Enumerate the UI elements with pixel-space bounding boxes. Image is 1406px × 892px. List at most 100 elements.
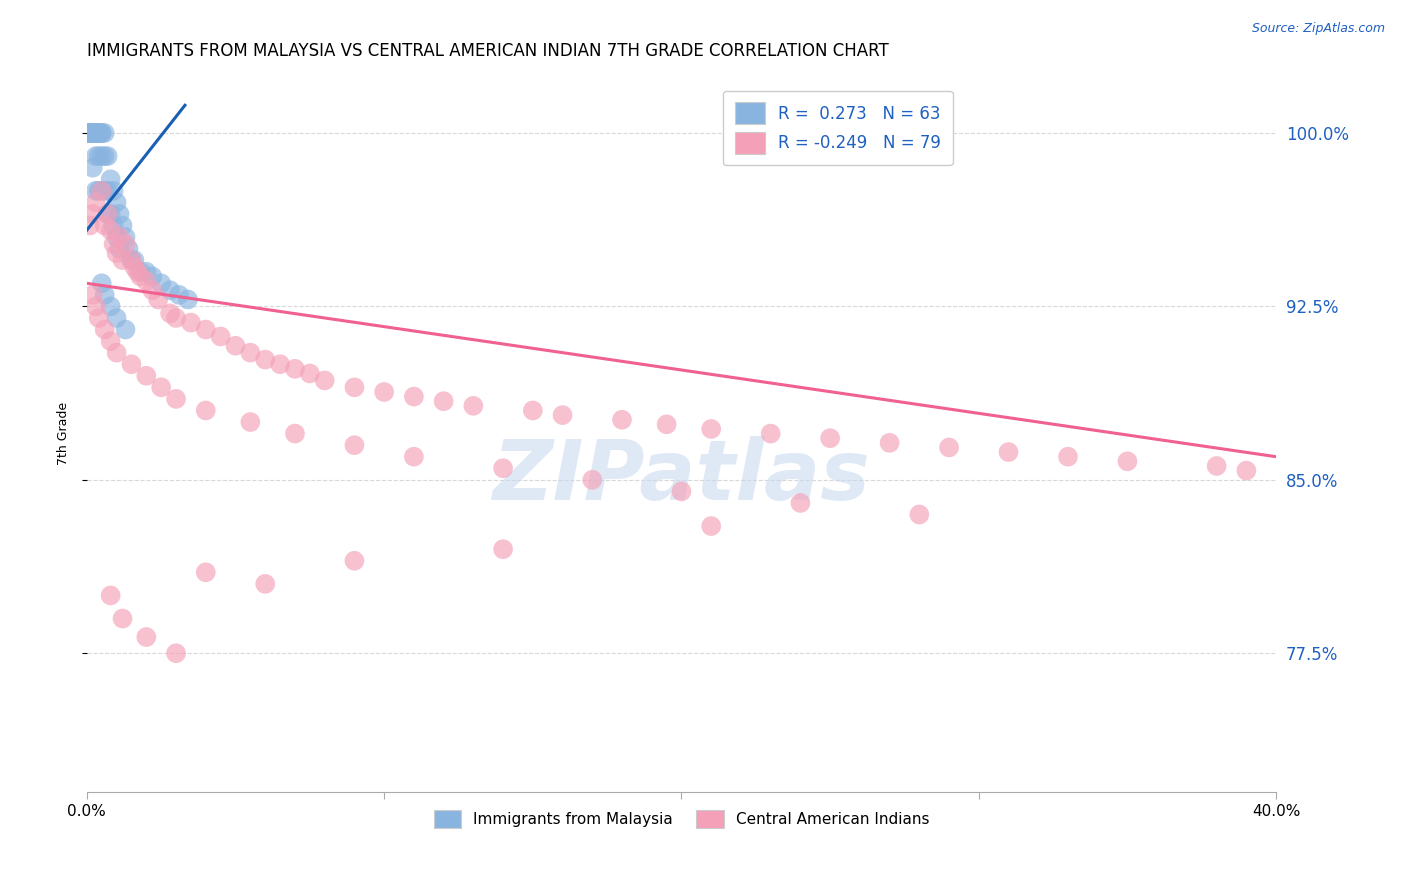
- Point: [135, 274, 157, 288]
- Point: [105, 310, 128, 325]
- Point: [82, 126, 104, 140]
- Point: [492, 461, 515, 475]
- Point: [239, 345, 262, 359]
- Point: [908, 508, 931, 522]
- Point: [103, 237, 125, 252]
- Point: [1205, 458, 1227, 473]
- Point: [180, 316, 202, 330]
- Point: [111, 219, 134, 233]
- Point: [87, 126, 110, 140]
- Point: [114, 237, 136, 252]
- Legend: Immigrants from Malaysia, Central American Indians: Immigrants from Malaysia, Central Americ…: [427, 804, 935, 835]
- Text: Source: ZipAtlas.com: Source: ZipAtlas.com: [1251, 22, 1385, 36]
- Point: [194, 566, 217, 580]
- Point: [82, 207, 104, 221]
- Point: [148, 293, 170, 307]
- Point: [700, 422, 723, 436]
- Point: [93, 219, 115, 233]
- Point: [150, 380, 173, 394]
- Point: [492, 542, 515, 557]
- Point: [117, 242, 139, 256]
- Point: [90, 277, 112, 291]
- Point: [209, 329, 232, 343]
- Point: [84, 126, 107, 140]
- Point: [97, 207, 120, 221]
- Point: [879, 435, 901, 450]
- Point: [100, 207, 122, 221]
- Point: [111, 611, 134, 625]
- Point: [159, 306, 181, 320]
- Point: [167, 288, 190, 302]
- Point: [79, 126, 101, 140]
- Point: [90, 184, 112, 198]
- Point: [90, 126, 112, 140]
- Point: [90, 149, 112, 163]
- Point: [82, 126, 104, 140]
- Point: [114, 322, 136, 336]
- Point: [284, 362, 307, 376]
- Point: [111, 253, 134, 268]
- Point: [610, 413, 633, 427]
- Point: [103, 184, 125, 198]
- Point: [938, 441, 960, 455]
- Point: [343, 380, 366, 394]
- Point: [90, 126, 112, 140]
- Point: [1116, 454, 1139, 468]
- Point: [114, 230, 136, 244]
- Point: [269, 357, 291, 371]
- Point: [79, 126, 101, 140]
- Point: [373, 384, 395, 399]
- Point: [97, 184, 120, 198]
- Point: [93, 149, 115, 163]
- Point: [818, 431, 841, 445]
- Point: [165, 310, 187, 325]
- Point: [789, 496, 811, 510]
- Point: [105, 230, 128, 244]
- Point: [165, 392, 187, 406]
- Point: [84, 184, 107, 198]
- Point: [108, 230, 131, 244]
- Point: [433, 394, 456, 409]
- Point: [108, 242, 131, 256]
- Point: [284, 426, 307, 441]
- Point: [87, 149, 110, 163]
- Point: [141, 283, 163, 297]
- Point: [82, 126, 104, 140]
- Point: [581, 473, 603, 487]
- Point: [82, 126, 104, 140]
- Point: [103, 219, 125, 233]
- Text: ZIPatlas: ZIPatlas: [492, 436, 870, 517]
- Point: [93, 126, 115, 140]
- Point: [84, 149, 107, 163]
- Point: [82, 126, 104, 140]
- Point: [79, 126, 101, 140]
- Point: [79, 219, 101, 233]
- Point: [671, 484, 693, 499]
- Point: [124, 253, 146, 268]
- Point: [522, 403, 544, 417]
- Point: [93, 288, 115, 302]
- Point: [87, 126, 110, 140]
- Point: [159, 283, 181, 297]
- Point: [82, 126, 104, 140]
- Point: [135, 630, 157, 644]
- Point: [120, 357, 142, 371]
- Point: [150, 277, 173, 291]
- Point: [135, 368, 157, 383]
- Point: [127, 265, 149, 279]
- Point: [997, 445, 1019, 459]
- Point: [194, 322, 217, 336]
- Point: [314, 373, 336, 387]
- Point: [100, 223, 122, 237]
- Point: [93, 184, 115, 198]
- Point: [759, 426, 782, 441]
- Point: [343, 438, 366, 452]
- Point: [84, 126, 107, 140]
- Text: IMMIGRANTS FROM MALAYSIA VS CENTRAL AMERICAN INDIAN 7TH GRADE CORRELATION CHART: IMMIGRANTS FROM MALAYSIA VS CENTRAL AMER…: [87, 42, 889, 60]
- Point: [135, 265, 157, 279]
- Point: [93, 322, 115, 336]
- Point: [105, 246, 128, 260]
- Point: [120, 253, 142, 268]
- Point: [87, 310, 110, 325]
- Point: [402, 450, 425, 464]
